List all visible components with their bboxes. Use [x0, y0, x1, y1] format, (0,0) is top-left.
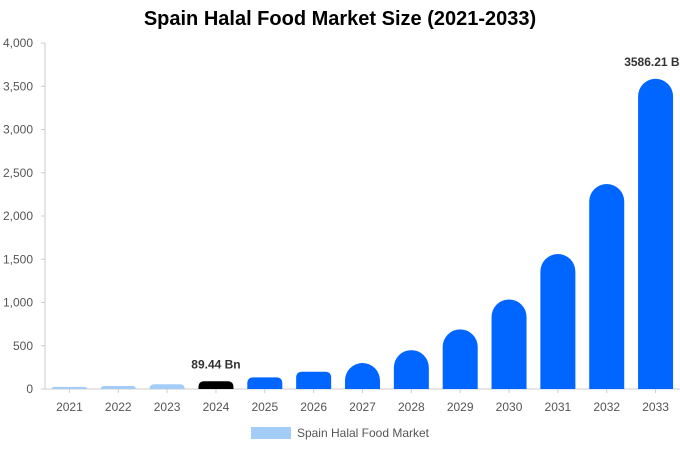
y-tick-label: 1,000	[3, 296, 33, 310]
bar-2023[interactable]	[149, 384, 185, 389]
x-tick-label: 2029	[447, 400, 474, 414]
bar-2032[interactable]	[589, 183, 625, 389]
y-tick-label: 2,500	[3, 166, 33, 180]
bar-2022[interactable]	[100, 385, 136, 389]
x-tick-label: 2031	[545, 400, 572, 414]
y-tick-label: 4,000	[3, 36, 33, 50]
x-tick-label: 2033	[642, 400, 669, 414]
data-labels: 89.44 Bn 3586.21 Bn	[191, 55, 680, 371]
bar-2026[interactable]	[296, 371, 332, 389]
x-axis: 2021 2022 2023 2024 2025 2026 2027 2028 2029 2030…	[45, 388, 680, 414]
y-tick-label: 2,000	[3, 209, 33, 223]
legend-swatch	[250, 427, 291, 439]
x-tick-label: 2023	[154, 400, 181, 414]
bar-2030[interactable]	[491, 299, 527, 389]
bar-2033[interactable]	[638, 78, 674, 389]
bar-2025[interactable]	[247, 377, 283, 389]
chart-title: Spain Halal Food Market Size (2021-2033)	[143, 8, 537, 30]
x-tick-label: 2027	[349, 400, 376, 414]
legend-label: Spain Halal Food Market	[296, 426, 430, 440]
x-tick-label: 2025	[251, 400, 278, 414]
bar-2028[interactable]	[393, 350, 429, 389]
x-tick-label: 2028	[398, 400, 425, 414]
bar-2027[interactable]	[345, 363, 380, 389]
y-tick-label: 0	[26, 382, 33, 396]
bar-2029[interactable]	[442, 329, 478, 389]
x-tick-label: 2026	[300, 400, 327, 414]
bar-2024[interactable]	[198, 381, 234, 389]
y-tick-label: 3,000	[3, 123, 33, 137]
y-axis: 0 500 1,000 1,500 2,000 2,500 3,000 3,500 4,000	[3, 36, 46, 396]
bar-2021[interactable]	[51, 386, 87, 389]
x-tick-label: 2024	[203, 400, 230, 414]
bar-2031[interactable]	[540, 254, 576, 389]
x-tick-label: 2032	[593, 400, 620, 414]
x-tick-label: 2021	[56, 400, 83, 414]
y-tick-label: 3,500	[3, 79, 33, 93]
y-tick-label: 500	[13, 339, 33, 353]
y-tick-label: 1,500	[3, 252, 33, 266]
x-tick-label: 2022	[105, 400, 132, 414]
x-tick-label: 2030	[496, 400, 523, 414]
bar-series	[51, 78, 674, 389]
data-label-2024: 89.44 Bn	[191, 357, 240, 371]
data-label-2033: 3586.21 Bn	[624, 55, 680, 69]
legend[interactable]: Spain Halal Food Market	[0, 425, 680, 441]
